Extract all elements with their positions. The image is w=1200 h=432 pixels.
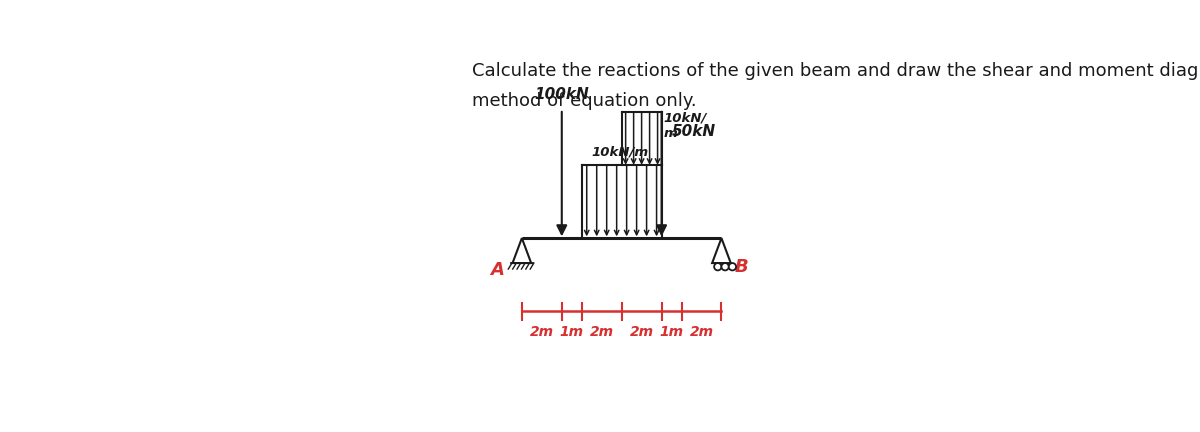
Text: 10kN/m: 10kN/m (592, 145, 649, 158)
Text: A: A (491, 261, 504, 280)
Text: method of equation only.: method of equation only. (472, 92, 696, 110)
Circle shape (721, 263, 728, 270)
Polygon shape (512, 238, 532, 263)
Text: m: m (664, 127, 677, 140)
Text: Calculate the reactions of the given beam and draw the shear and moment diagram : Calculate the reactions of the given bea… (472, 62, 1200, 80)
Circle shape (728, 263, 736, 270)
Text: B: B (734, 258, 749, 276)
Text: 1m: 1m (559, 324, 584, 339)
Text: 2m: 2m (589, 324, 613, 339)
Text: 2m: 2m (690, 324, 714, 339)
Text: 10kN/: 10kN/ (664, 112, 707, 125)
Text: 1m: 1m (660, 324, 684, 339)
Circle shape (714, 263, 721, 270)
Text: 2m: 2m (630, 324, 654, 339)
Text: 2m: 2m (529, 324, 554, 339)
Text: 100kN: 100kN (534, 87, 589, 102)
Polygon shape (712, 238, 731, 263)
Text: 50kN: 50kN (672, 124, 715, 139)
